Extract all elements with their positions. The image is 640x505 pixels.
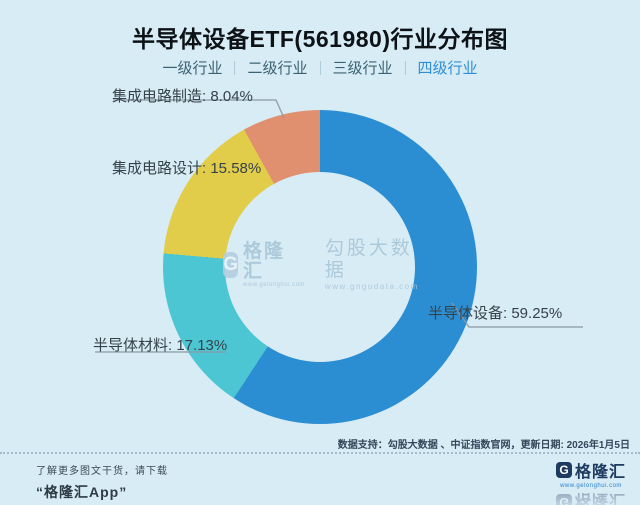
- promo-line2: “格隆汇App”: [36, 484, 128, 500]
- watermark: G 格隆汇 www.gelonghui.com 勾股大数据 www.gnguda…: [223, 238, 417, 291]
- tab-level-1[interactable]: 一级行业: [162, 60, 223, 77]
- gelonghui-logo-text: 格隆汇: [574, 491, 626, 505]
- donut-hole: [225, 172, 415, 362]
- gelonghui-logo-icon: G: [555, 462, 572, 478]
- gelonghui-logo-text: 格隆汇: [574, 464, 626, 481]
- tab-level-2[interactable]: 二级行业: [247, 60, 308, 77]
- donut-chart: G 格隆汇 www.gelonghui.com 勾股大数据 www.gnguda…: [93, 88, 583, 424]
- tab-level-3[interactable]: 三级行业: [332, 60, 393, 77]
- page-title: 半导体设备ETF(561980)行业分布图: [131, 26, 508, 52]
- slice-label-ic-manufacturing: 集成电路制造: 8.04%: [112, 88, 253, 105]
- promo-line1: 了解更多图文干货，请下载: [36, 466, 168, 477]
- slice-label-ic-design: 集成电路设计: 15.58%: [112, 160, 262, 177]
- tab-separator: [404, 60, 406, 75]
- tab-separator: [234, 60, 236, 75]
- tab-level-4[interactable]: 四级行业: [417, 60, 478, 77]
- footer-divider: [0, 452, 640, 454]
- data-source-note: 数据支持：勾股大数据 、中证指数官网，更新日期: 2026年1月5日: [337, 440, 630, 451]
- industry-level-tabs: 一级行业 二级行业 三级行业 四级行业: [0, 57, 640, 78]
- watermark-brand: 格隆汇: [243, 241, 286, 282]
- slice-label-semi-materials: 半导体材料: 17.13%: [93, 337, 228, 354]
- watermark-partner: 勾股大数据: [324, 238, 413, 281]
- gelonghui-logo-icon: G: [223, 252, 239, 278]
- gelonghui-logo-reflection: G 格隆汇: [552, 490, 630, 505]
- slice-label-semi-equipment: 半导体设备: 59.25%: [428, 305, 563, 322]
- gelonghui-logo-icon: G: [555, 494, 572, 505]
- tab-separator: [319, 60, 321, 75]
- watermark-partner-url: www.gngudata.com: [324, 282, 419, 291]
- watermark-brand-url: www.gelonghui.com: [243, 282, 305, 288]
- app-promo: 了解更多图文干货，请下载 “格隆汇App”: [36, 462, 168, 502]
- gelonghui-logo-url: www.gelonghui.com: [560, 483, 622, 489]
- gelonghui-footer-logo: G 格隆汇 www.gelonghui.com G 格隆汇: [552, 458, 630, 505]
